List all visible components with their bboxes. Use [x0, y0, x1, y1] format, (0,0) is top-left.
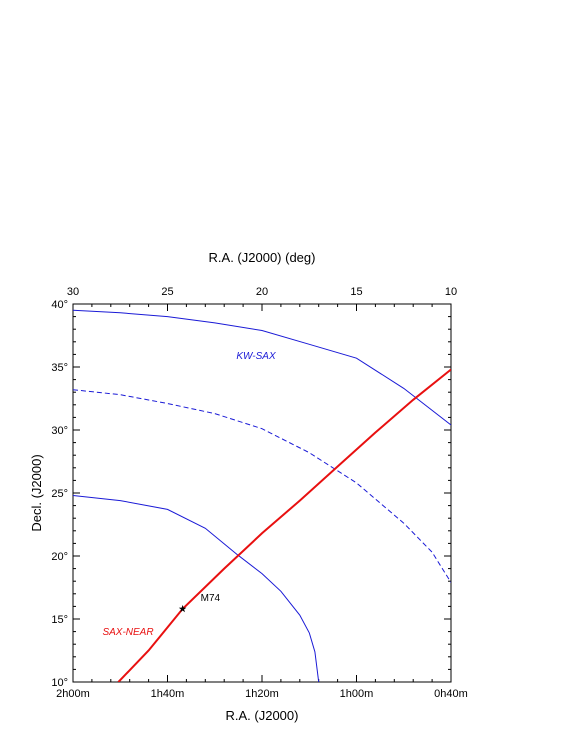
x2-tick-label: 15: [350, 286, 362, 298]
x2-tick-label: 20: [256, 286, 268, 298]
x-tick-label: 0h40m: [434, 688, 468, 700]
x2-tick-label: 25: [161, 286, 173, 298]
point-label: M74: [201, 593, 221, 604]
curve: [117, 368, 451, 682]
x-axis-title: R.A. (J2000): [226, 708, 299, 723]
x2-tick-label: 10: [445, 286, 457, 298]
curve-label: SAX-NEAR: [102, 627, 153, 638]
y-axis-title: Decl. (J2000): [29, 454, 44, 531]
x2-axis-title: R.A. (J2000) (deg): [209, 250, 316, 265]
y-tick-label: 10°: [51, 677, 68, 689]
y-tick-label: 15°: [51, 614, 68, 626]
curve: [73, 495, 320, 682]
curve-label: KW-SAX: [236, 351, 276, 362]
y-tick-label: 35°: [51, 362, 68, 374]
x-tick-label: 1h20m: [245, 688, 279, 700]
y-tick-label: 40°: [51, 299, 68, 311]
point-marker: [178, 604, 187, 613]
x-tick-label: 2h00m: [56, 688, 90, 700]
y-tick-label: 30°: [51, 425, 68, 437]
x-tick-label: 1h00m: [340, 688, 374, 700]
curve: [73, 389, 451, 583]
y-tick-label: 25°: [51, 488, 68, 500]
x2-tick-label: 30: [67, 286, 79, 298]
x-tick-label: 1h40m: [151, 688, 185, 700]
y-tick-label: 20°: [51, 551, 68, 563]
curve: [73, 309, 451, 426]
